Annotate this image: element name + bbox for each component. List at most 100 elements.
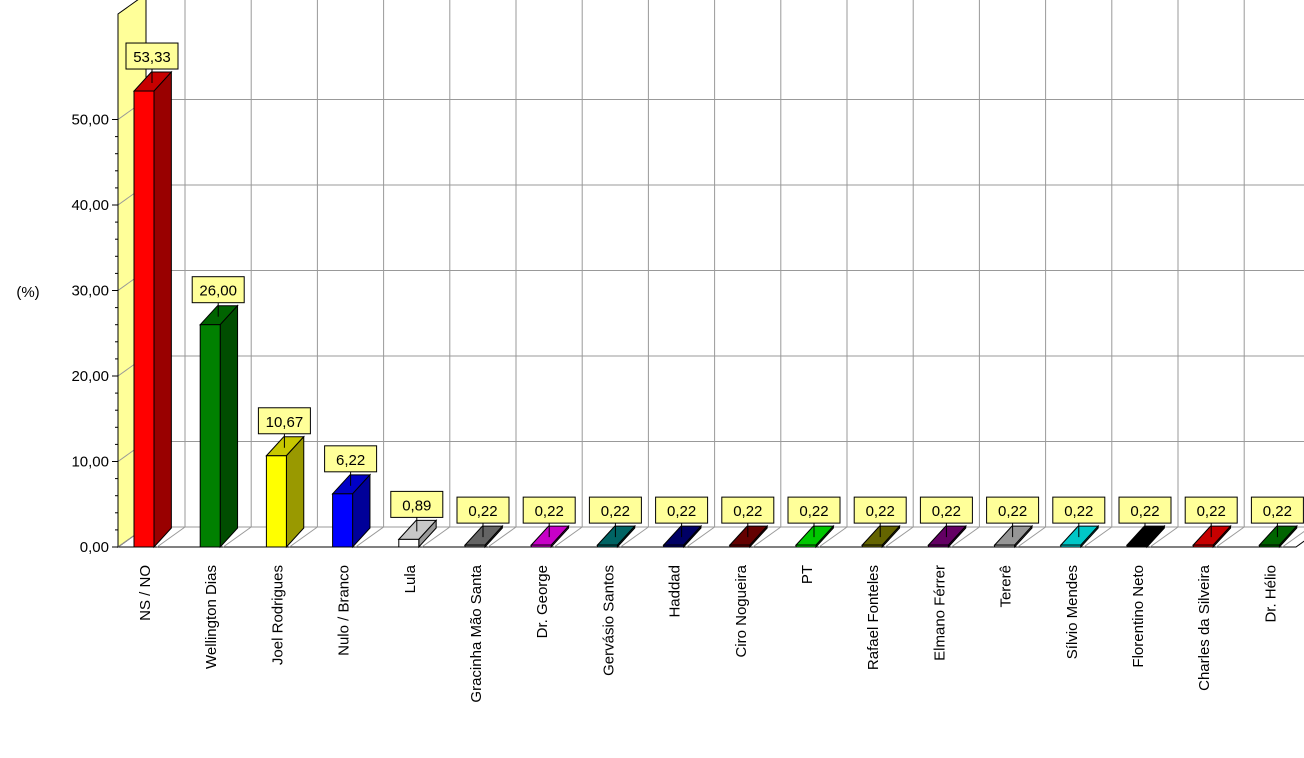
bar: [463, 524, 504, 549]
category-label: Ciro Nogueira: [733, 564, 750, 657]
category-label: NS / NO: [137, 565, 154, 621]
back-wall: [145, 0, 1304, 528]
gridline-floor: [421, 526, 451, 548]
value-label: 26,00: [199, 283, 237, 300]
bar: [530, 524, 570, 549]
y-tick-label: 10,00: [71, 454, 109, 471]
category-label: Tererê: [998, 565, 1015, 608]
y-tick-label: 0,00: [80, 539, 109, 556]
bar: [199, 304, 239, 549]
category-label: Charles da Silveira: [1196, 564, 1213, 691]
bar: [265, 435, 305, 549]
category-label: Rafael Fonteles: [865, 565, 882, 670]
value-label: 0,22: [601, 503, 630, 520]
category-labels: NS / NO Wellington Dias Joel Rodrigues Nulo…: [137, 564, 1279, 702]
value-label: 0,22: [535, 503, 564, 520]
category-label: Nulo / Branco: [336, 565, 353, 656]
gridline-floor: [1282, 530, 1304, 548]
category-label: Dr. George: [534, 565, 551, 638]
value-label: 0,22: [799, 503, 828, 520]
value-label-box: [853, 496, 907, 524]
value-label-box: [919, 496, 973, 524]
gridline-floor: [951, 526, 980, 548]
category-label: Gracinha Mão Santa: [468, 564, 485, 702]
bar: [993, 524, 1034, 549]
gridline-floor: [1017, 526, 1046, 548]
value-label: 0,89: [402, 497, 431, 514]
value-labels: 53,33 26,00 10,67 6,22 0,89 0,22 0,22 0,22 0,22 0…: [125, 42, 1304, 538]
bar: [662, 524, 703, 549]
y-tick-label: 30,00: [71, 283, 109, 300]
value-label-box: [655, 496, 709, 524]
value-label: 53,33: [133, 49, 171, 66]
bar: [1192, 524, 1232, 549]
bar: [1258, 524, 1298, 549]
y-tick-label: 20,00: [71, 368, 109, 385]
bar: [1125, 524, 1166, 549]
category-label: Dr. Hélio: [1262, 565, 1279, 623]
value-label: 0,22: [1130, 503, 1159, 520]
gridline-floor: [818, 526, 848, 548]
value-label-box: [125, 42, 179, 70]
gridline-floor: [355, 526, 384, 548]
value-label: 0,22: [998, 503, 1027, 520]
y-tick-label: 50,00: [71, 112, 109, 129]
bar: [596, 524, 636, 549]
category-label: Florentino Neto: [1130, 565, 1147, 668]
gridline-floor: [620, 526, 649, 548]
value-label-box: [1118, 496, 1172, 524]
bar: [927, 524, 967, 549]
gridline-floor: [222, 526, 252, 548]
gridline-floor: [1083, 526, 1113, 548]
value-label: 0,22: [866, 503, 895, 520]
category-label: Lula: [402, 564, 419, 593]
category-label: PT: [799, 565, 816, 584]
value-label-box: [390, 490, 444, 518]
value-label: 0,22: [667, 503, 696, 520]
category-label: Gervásio Santos: [600, 565, 617, 676]
bar: [861, 524, 901, 549]
value-label-box: [1052, 496, 1106, 524]
gridline-floor: [1215, 526, 1245, 548]
bar: [397, 519, 438, 549]
value-label-box: [787, 496, 841, 524]
bars: [132, 70, 1298, 549]
bar: [728, 524, 769, 549]
gridline-floor: [553, 526, 583, 548]
bar: [132, 70, 173, 549]
value-label-box: [257, 407, 311, 435]
y-tick-label: 40,00: [71, 197, 109, 214]
value-label-box: [191, 276, 245, 304]
value-label: 0,22: [1263, 503, 1292, 520]
y-axis-label: (%): [16, 284, 39, 301]
bar: [331, 473, 372, 549]
gridline-floor: [156, 526, 186, 548]
value-label-box: [1250, 496, 1304, 524]
gridline-floor: [289, 526, 318, 548]
value-label-box: [324, 445, 378, 473]
gridline-floor: [686, 526, 715, 548]
value-label: 0,22: [1197, 503, 1226, 520]
value-label: 6,22: [336, 452, 365, 469]
bar: [794, 524, 835, 549]
category-label: Haddad: [667, 565, 684, 618]
gridline-floor: [487, 526, 517, 548]
value-label-box: [721, 496, 775, 524]
bar: [1059, 524, 1100, 549]
value-label: 0,22: [932, 503, 961, 520]
value-label: 0,22: [733, 503, 762, 520]
category-label: Sílvio Mendes: [1064, 565, 1081, 659]
y-axis: (%) 0,00 10,00 20,00 30,00 40,00 50,00: [16, 14, 119, 556]
value-label-box: [522, 496, 576, 524]
value-label: 0,22: [468, 503, 497, 520]
value-label-box: [1184, 496, 1238, 524]
gridline-floor: [752, 526, 782, 548]
value-label-box: [986, 496, 1040, 524]
category-label: Elmano Férrer: [931, 565, 948, 661]
gridline-floor: [884, 526, 914, 548]
category-label: Joel Rodrigues: [269, 565, 286, 665]
value-label-box: [588, 496, 642, 524]
value-label: 0,22: [1064, 503, 1093, 520]
category-label: Wellington Dias: [203, 565, 220, 669]
